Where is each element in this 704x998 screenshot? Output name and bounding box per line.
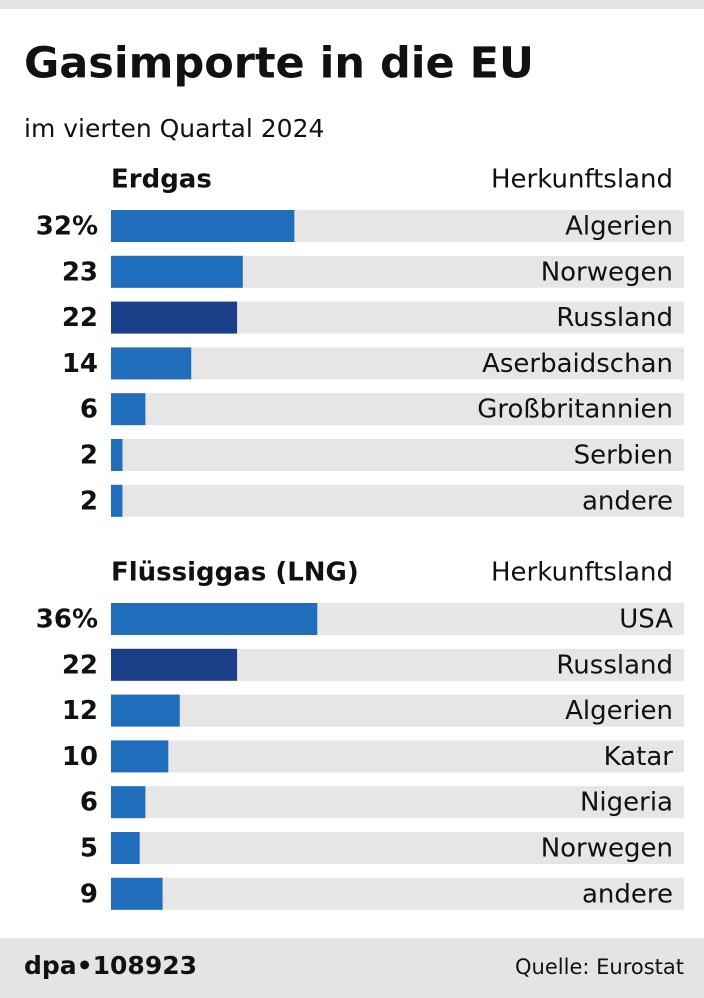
- bar-track: [111, 484, 684, 517]
- value-label: 23: [62, 257, 98, 287]
- category-label: andere: [582, 879, 673, 909]
- category-label: USA: [619, 605, 673, 635]
- bar: [111, 877, 163, 910]
- value-label: 32%: [36, 212, 98, 242]
- title: Gasimporte in die EU: [24, 39, 534, 89]
- category-label: Russland: [556, 303, 673, 333]
- value-label: 14: [62, 349, 98, 379]
- category-label: Russland: [556, 650, 673, 680]
- bar: [111, 603, 318, 635]
- category-label: Großbritannien: [477, 395, 673, 425]
- value-label: 6: [80, 788, 98, 818]
- bar: [111, 740, 169, 773]
- subtitle: im vierten Quartal 2024: [24, 114, 324, 143]
- source: Quelle: Eurostat: [515, 955, 684, 979]
- value-label: 6: [80, 395, 98, 425]
- bar-track: [111, 347, 684, 380]
- bar: [111, 786, 146, 819]
- value-label: 2: [80, 486, 98, 516]
- category-label: Norwegen: [541, 834, 673, 864]
- category-label: Katar: [604, 742, 674, 772]
- bar: [111, 694, 180, 727]
- bar-track: [111, 439, 684, 471]
- bar-track: [111, 877, 684, 910]
- bar: [111, 393, 146, 426]
- bar: [111, 648, 238, 681]
- bar-track: [111, 786, 684, 819]
- bar: [111, 301, 238, 334]
- value-label: 10: [62, 742, 98, 772]
- bar-track: [111, 740, 684, 773]
- column-header: Herkunftsland: [491, 558, 673, 588]
- value-label: 5: [80, 834, 98, 864]
- bar: [111, 255, 243, 288]
- category-label: andere: [582, 486, 673, 516]
- panel-title: Flüssiggas (LNG): [111, 558, 359, 588]
- category-label: Algerien: [565, 696, 673, 726]
- bar: [111, 210, 295, 242]
- bar: [111, 484, 123, 517]
- panel-title: Erdgas: [111, 165, 212, 195]
- category-label: Aserbaidschan: [482, 349, 673, 379]
- bar: [111, 439, 123, 471]
- bar-track: [111, 832, 684, 864]
- value-label: 9: [80, 879, 98, 909]
- column-header: Herkunftsland: [491, 165, 673, 195]
- value-label: 36%: [36, 605, 98, 635]
- value-label: 22: [62, 303, 98, 333]
- footer-band: [0, 938, 704, 998]
- category-label: Serbien: [574, 441, 673, 471]
- category-label: Algerien: [565, 212, 673, 242]
- credit: dpa•108923: [24, 951, 197, 980]
- bar-track: [111, 393, 684, 426]
- value-label: 2: [80, 441, 98, 471]
- bar: [111, 832, 140, 864]
- top-band: [0, 0, 704, 9]
- value-label: 22: [62, 650, 98, 680]
- category-label: Nigeria: [580, 788, 673, 818]
- bar-track: [111, 694, 684, 727]
- value-label: 12: [62, 696, 98, 726]
- category-label: Norwegen: [541, 257, 673, 287]
- bar: [111, 347, 192, 380]
